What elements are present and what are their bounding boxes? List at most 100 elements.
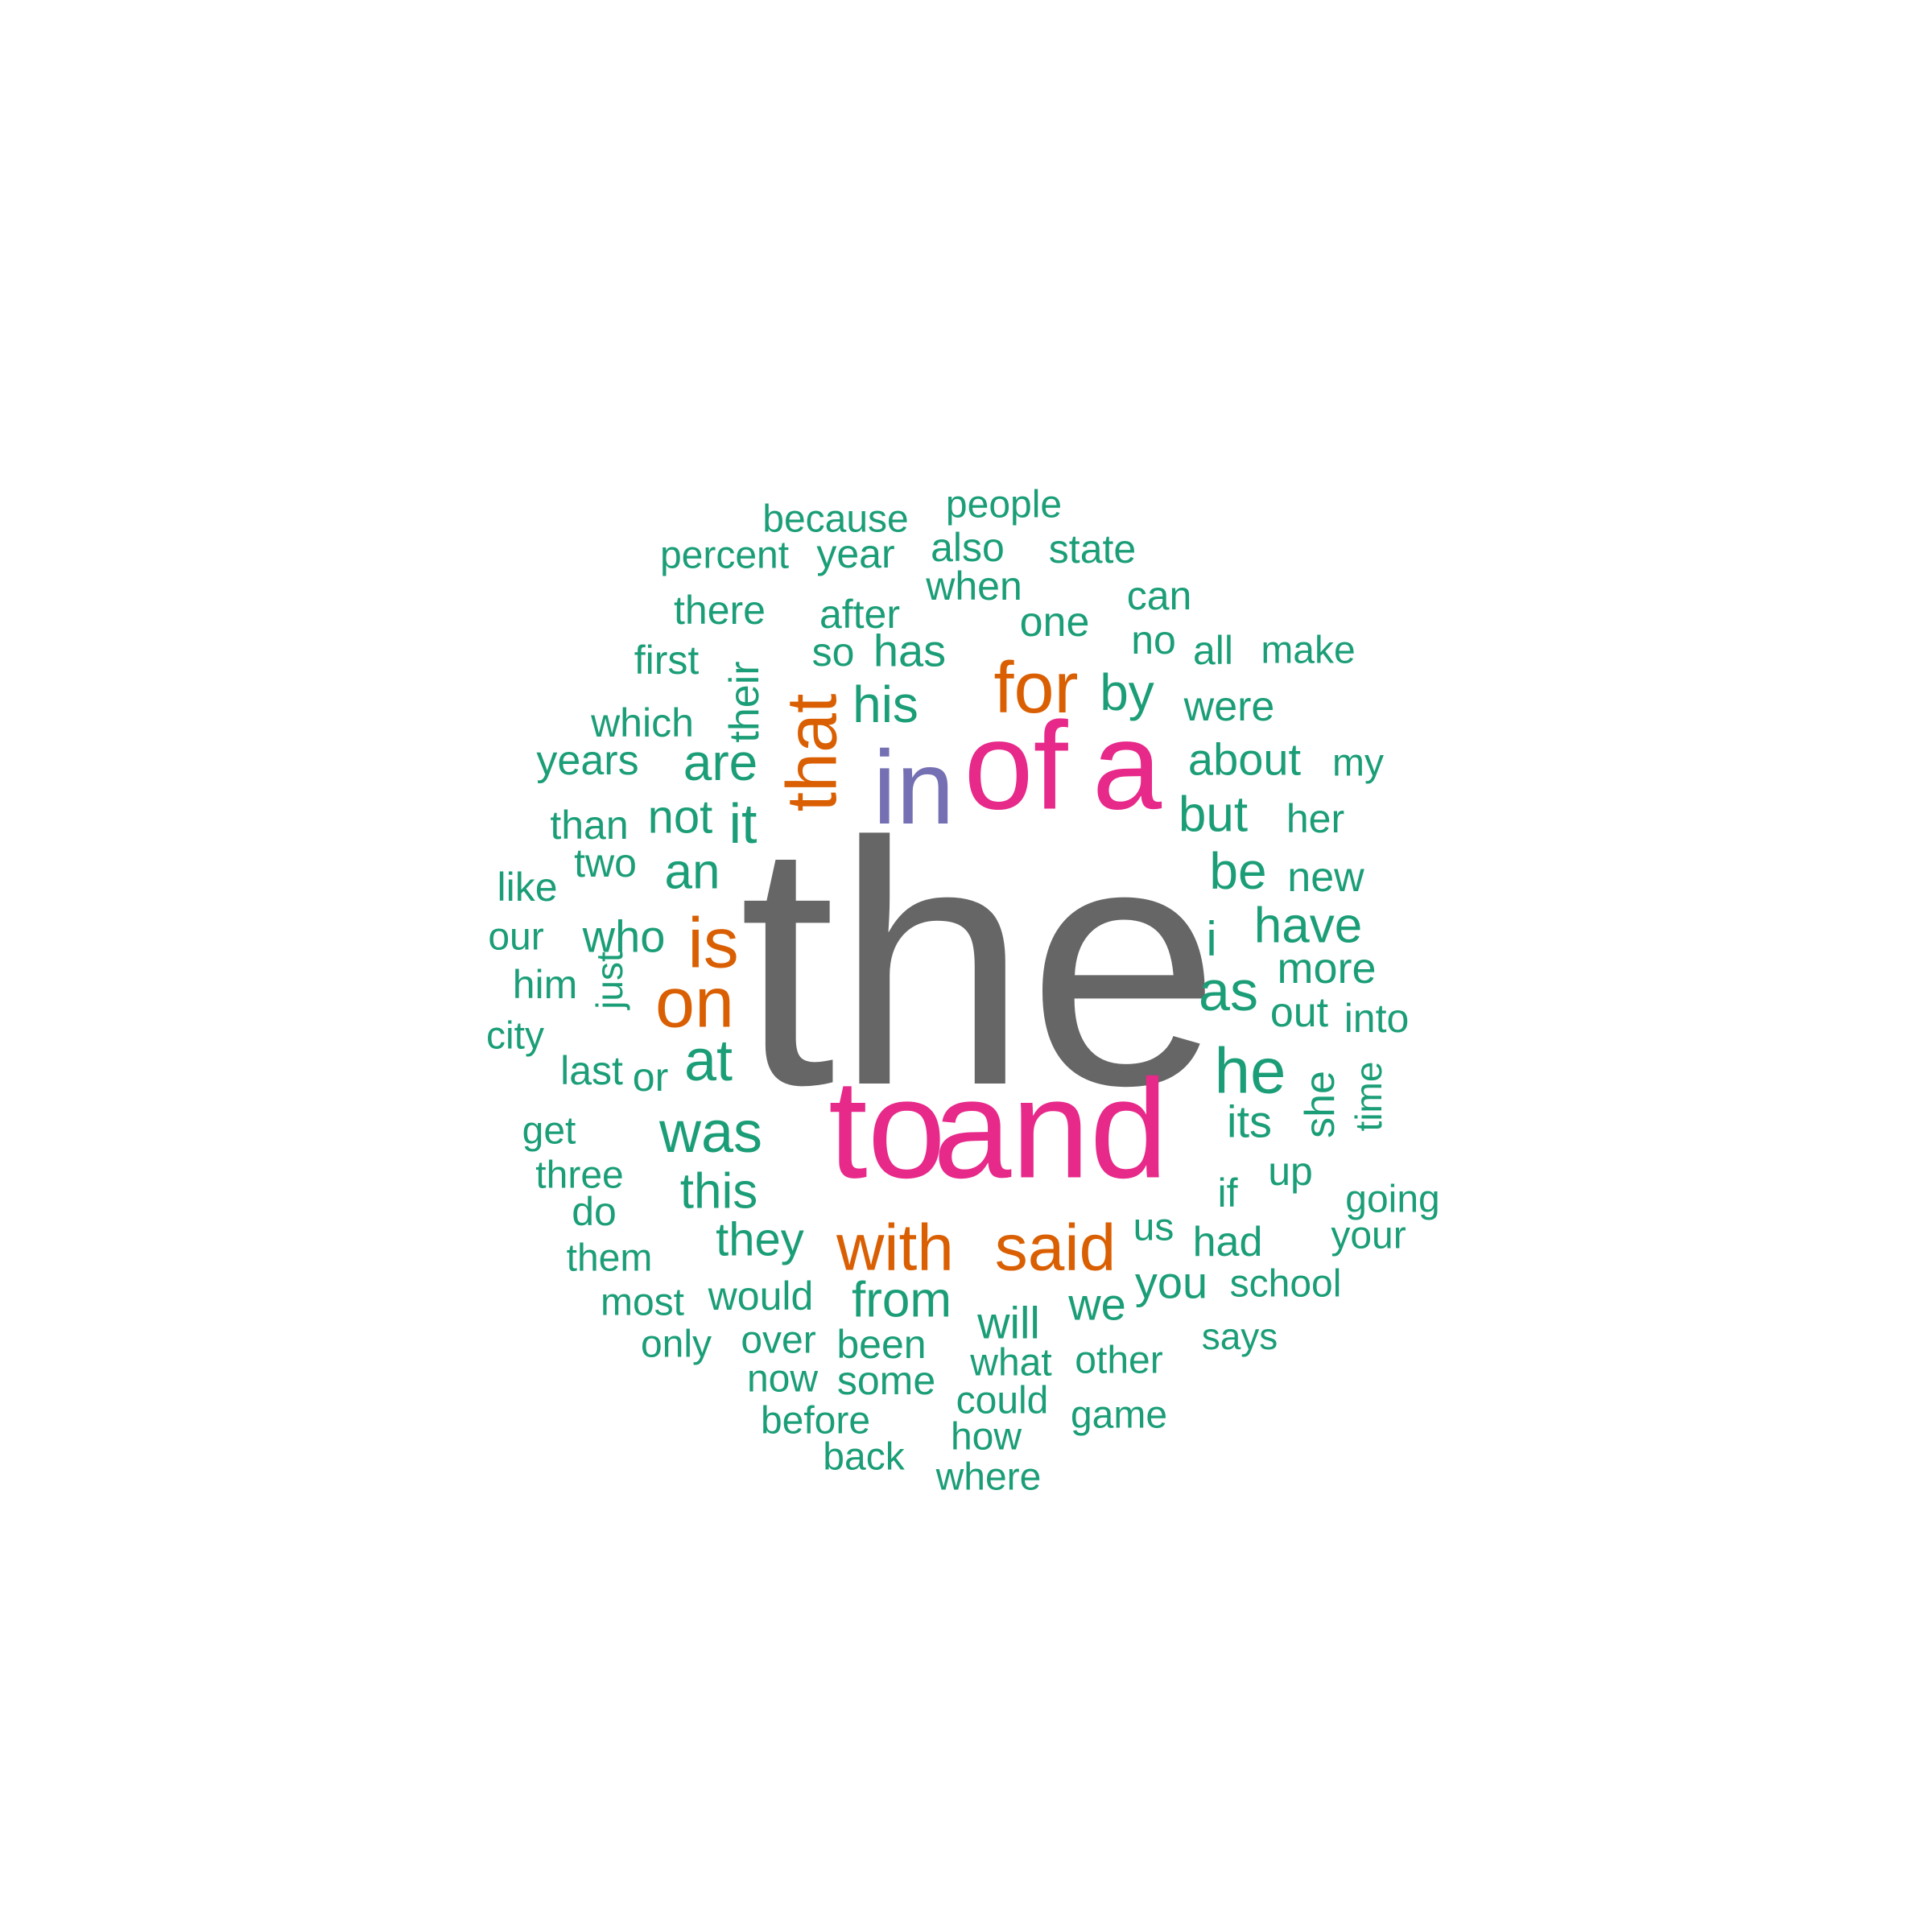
word-no: no <box>1131 617 1176 663</box>
word-what: what <box>969 1342 1051 1385</box>
word-a: a <box>1092 696 1162 836</box>
word-him: him <box>513 962 578 1007</box>
word-last: last <box>560 1048 623 1093</box>
word-she: she <box>1297 1071 1344 1138</box>
word-up: up <box>1268 1149 1313 1194</box>
word-you: you <box>1135 1257 1208 1308</box>
word-when: when <box>925 564 1022 609</box>
word-before: before <box>761 1400 870 1443</box>
word-more: more <box>1277 944 1376 993</box>
word-school: school <box>1230 1263 1342 1306</box>
word-first: first <box>634 638 700 683</box>
word-will: will <box>976 1298 1040 1348</box>
word-other: other <box>1075 1340 1162 1382</box>
word-most: most <box>601 1282 684 1324</box>
word-than: than <box>550 803 628 848</box>
word-make: make <box>1261 630 1355 672</box>
word-into: into <box>1344 996 1410 1041</box>
word-us: us <box>1133 1207 1174 1249</box>
word-that: that <box>772 694 852 812</box>
word-years: years <box>536 737 638 784</box>
word-this: this <box>680 1164 758 1220</box>
word-i: i <box>1206 912 1216 966</box>
word-also: also <box>931 525 1005 570</box>
word-do: do <box>572 1189 617 1234</box>
word-not: not <box>648 791 713 844</box>
word-my: my <box>1332 742 1384 785</box>
word-said: said <box>995 1212 1116 1285</box>
word-are: are <box>683 733 758 791</box>
word-is: is <box>687 903 739 983</box>
word-the: the <box>739 771 1220 1158</box>
word-an: an <box>665 844 720 900</box>
word-one: one <box>1020 599 1090 646</box>
word-for: for <box>993 648 1078 729</box>
word-get: get <box>522 1110 576 1153</box>
word-after: after <box>819 592 900 637</box>
word-people: people <box>946 484 1062 526</box>
word-just: just <box>588 952 630 1011</box>
word-over: over <box>741 1319 815 1362</box>
word-or: or <box>633 1055 668 1100</box>
word-how: how <box>951 1416 1022 1459</box>
word-of: of <box>964 696 1068 836</box>
word-to: to <box>828 1051 946 1208</box>
word-new: new <box>1287 854 1364 901</box>
word-because: because <box>762 498 908 541</box>
word-them: them <box>567 1237 653 1280</box>
word-some: some <box>837 1358 935 1403</box>
word-as: as <box>1199 960 1258 1022</box>
word-its: its <box>1227 1096 1272 1147</box>
word-year: year <box>816 531 894 576</box>
word-going: going <box>1345 1179 1439 1221</box>
word-game: game <box>1071 1394 1167 1437</box>
word-has: has <box>873 625 946 676</box>
word-can: can <box>1127 573 1192 618</box>
word-from: from <box>852 1273 952 1328</box>
word-and: and <box>933 1051 1168 1208</box>
word-now: now <box>747 1358 818 1401</box>
word-could: could <box>956 1380 1049 1422</box>
word-it: it <box>729 792 758 855</box>
word-state: state <box>1049 526 1136 572</box>
word-been: been <box>836 1322 926 1367</box>
word-would: would <box>708 1274 814 1319</box>
word-by: by <box>1100 663 1154 721</box>
word-but: but <box>1179 787 1248 843</box>
word-was: was <box>658 1100 762 1165</box>
word-two: two <box>574 840 637 886</box>
word-with: with <box>836 1212 954 1285</box>
word-at: at <box>684 1029 733 1093</box>
word-her: her <box>1286 796 1344 841</box>
word-had: had <box>1193 1219 1263 1265</box>
word-all: all <box>1193 628 1233 673</box>
word-city: city <box>486 1015 544 1058</box>
word-in: in <box>873 729 954 846</box>
word-our: our <box>488 916 543 959</box>
word-there: there <box>674 588 766 633</box>
word-percent: percent <box>660 535 789 577</box>
word-be: be <box>1209 842 1266 900</box>
word-they: they <box>716 1214 804 1266</box>
word-like: like <box>497 865 557 910</box>
word-we: we <box>1067 1279 1126 1330</box>
word-have: have <box>1254 898 1362 954</box>
word-where: where <box>935 1456 1042 1499</box>
word-were: were <box>1183 683 1275 730</box>
word-about: about <box>1188 734 1302 785</box>
word-only: only <box>641 1323 712 1366</box>
word-which: which <box>590 700 694 745</box>
word-your: your <box>1331 1215 1406 1257</box>
word-back: back <box>823 1436 905 1479</box>
word-says: says <box>1202 1315 1278 1357</box>
word-so: so <box>812 630 855 675</box>
word-if: if <box>1218 1170 1238 1216</box>
word-who: who <box>582 911 666 962</box>
word-their: their <box>721 661 768 742</box>
word-three: three <box>535 1154 623 1197</box>
word-his: his <box>852 675 919 733</box>
word-time: time <box>1348 1062 1389 1132</box>
word-out: out <box>1270 989 1329 1036</box>
